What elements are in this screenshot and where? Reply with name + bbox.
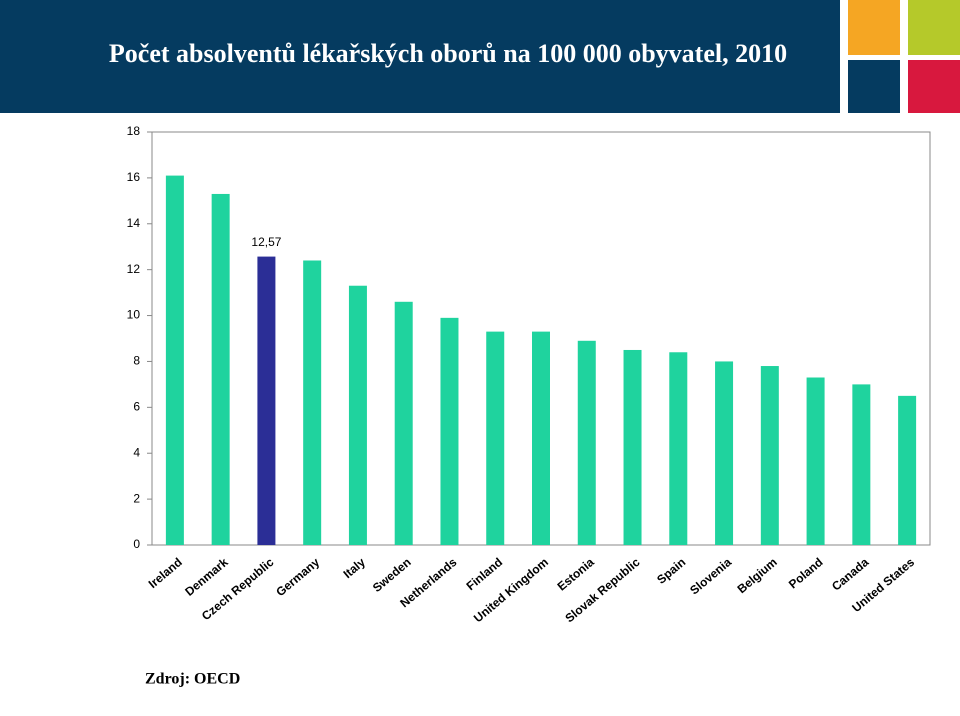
x-tick-label: Sweden — [370, 555, 414, 595]
bar — [852, 384, 871, 545]
bar — [898, 395, 917, 545]
bar — [394, 301, 413, 545]
header-band — [0, 0, 840, 113]
x-tick-label: Estonia — [555, 555, 597, 594]
bar — [165, 175, 184, 545]
x-tick-label: Finland — [464, 555, 506, 593]
bar — [486, 331, 505, 545]
bar — [440, 317, 459, 545]
bar — [577, 340, 596, 545]
x-tick-label: Italy — [341, 555, 369, 581]
y-tick-label: 2 — [133, 491, 140, 505]
x-tick-label: Belgium — [735, 555, 780, 596]
x-tick-label: Canada — [829, 555, 871, 594]
source-note: Zdroj: OECD — [145, 671, 240, 688]
bar — [623, 349, 642, 545]
bar — [211, 193, 230, 545]
y-tick-label: 10 — [127, 308, 141, 322]
x-tick-label: Ireland — [146, 555, 185, 591]
y-tick-label: 16 — [127, 170, 141, 184]
x-tick-label: Poland — [786, 555, 826, 591]
bar — [715, 361, 734, 545]
chart-title: Počet absolventů lékařských oborů na 100… — [109, 39, 787, 68]
bar — [257, 256, 276, 545]
y-tick-label: 0 — [133, 537, 140, 551]
bar — [669, 352, 688, 545]
header-square — [908, 0, 960, 55]
bar — [760, 366, 779, 545]
bar — [532, 331, 550, 545]
x-tick-label: Spain — [654, 555, 688, 587]
x-tick-label: Germany — [273, 555, 322, 599]
y-tick-label: 8 — [133, 354, 140, 368]
y-tick-label: 18 — [127, 124, 141, 138]
y-tick-label: 12 — [127, 262, 141, 276]
bar — [348, 285, 367, 545]
data-label: 12,57 — [251, 235, 281, 249]
bar — [806, 377, 825, 545]
header-square — [908, 60, 960, 113]
y-tick-label: 4 — [133, 445, 140, 459]
header-square — [848, 0, 900, 55]
y-tick-label: 14 — [127, 216, 141, 230]
bar — [303, 260, 322, 545]
x-tick-label: Slovenia — [687, 555, 734, 598]
header-square — [848, 60, 900, 113]
y-tick-label: 6 — [133, 400, 140, 414]
